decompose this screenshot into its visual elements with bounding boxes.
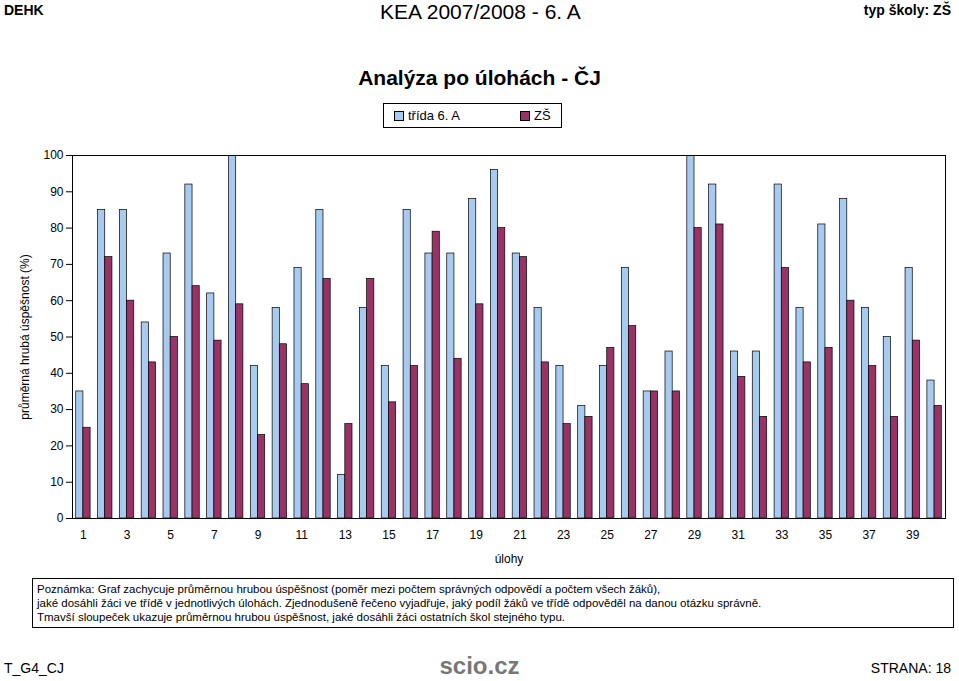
html-text:typ školy: ZŠ: typ školy: ZŠ	[863, 2, 951, 18]
svg-text:15: 15	[382, 528, 396, 542]
svg-text:90: 90	[50, 185, 64, 199]
html-text:jaké dosáhli žáci ve třídě v j: jaké dosáhli žáci ve třídě v jednotlivýc…	[37, 597, 762, 609]
svg-text:25: 25	[601, 528, 615, 542]
svg-text:70: 70	[50, 257, 64, 271]
svg-text:1: 1	[80, 528, 87, 542]
svg-text:průměrná hrubá úspěšnost (%): průměrná hrubá úspěšnost (%)	[18, 254, 32, 419]
html-text:KEA 2007/2008 - 6. A: KEA 2007/2008 - 6. A	[380, 0, 581, 23]
svg-text:17: 17	[426, 528, 440, 542]
svg-text:23: 23	[557, 528, 571, 542]
svg-text:39: 39	[906, 528, 920, 542]
svg-text:31: 31	[731, 528, 745, 542]
svg-text:33: 33	[775, 528, 789, 542]
svg-text:0: 0	[57, 511, 64, 525]
html-text:Analýza po úlohách - ČJ: Analýza po úlohách - ČJ	[358, 66, 601, 89]
svg-text:13: 13	[339, 528, 353, 542]
svg-text:27: 27	[644, 528, 658, 542]
svg-text:37: 37	[862, 528, 876, 542]
svg-text:10: 10	[50, 475, 64, 489]
svg-text:100: 100	[43, 148, 63, 162]
svg-text:7: 7	[211, 528, 218, 542]
svg-text:50: 50	[50, 330, 64, 344]
svg-text:9: 9	[255, 528, 262, 542]
html-text:T_G4_CJ: T_G4_CJ	[4, 660, 64, 676]
svg-text:35: 35	[819, 528, 833, 542]
html-text:STRANA: 18: STRANA: 18	[870, 660, 951, 676]
html-text:ZŠ: ZŠ	[534, 108, 551, 123]
html-text:třída 6. A: třída 6. A	[408, 108, 460, 123]
svg-text:21: 21	[513, 528, 527, 542]
svg-text:80: 80	[50, 221, 64, 235]
svg-text:úlohy: úlohy	[495, 552, 524, 566]
svg-text:19: 19	[470, 528, 484, 542]
svg-text:11: 11	[295, 528, 308, 542]
html-text:DEHK: DEHK	[4, 2, 44, 18]
html-text:Tmavší sloupeček ukazuje průmě: Tmavší sloupeček ukazuje průměrnou hrubo…	[37, 611, 565, 623]
svg-text:3: 3	[124, 528, 131, 542]
html-text:Poznámka: Graf zachycuje průmě: Poznámka: Graf zachycuje průměrnou hrubo…	[37, 583, 661, 595]
svg-text:20: 20	[50, 439, 64, 453]
svg-text:60: 60	[50, 294, 64, 308]
html-text:scio.cz: scio.cz	[439, 652, 520, 679]
svg-text:40: 40	[50, 366, 64, 380]
svg-text:29: 29	[688, 528, 702, 542]
svg-text:5: 5	[167, 528, 174, 542]
svg-text:30: 30	[50, 402, 64, 416]
